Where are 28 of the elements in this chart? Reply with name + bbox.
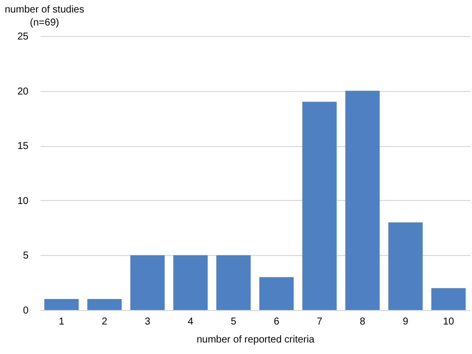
x-tick-label: 6 (274, 316, 280, 328)
x-tick-label: 1 (58, 316, 65, 328)
bar (388, 222, 423, 310)
bar (44, 299, 79, 310)
y-tick-label: 10 (17, 196, 29, 207)
bar (130, 255, 165, 310)
bar (173, 255, 208, 310)
x-tick-label: 9 (402, 316, 409, 328)
y-tick-label: 0 (22, 306, 29, 316)
bar (431, 288, 466, 310)
x-tick-label: 10 (442, 316, 454, 328)
bar (87, 299, 122, 310)
x-tick-label: 7 (316, 316, 323, 328)
x-tick-label: 2 (102, 316, 108, 328)
y-tick-label: 20 (17, 86, 29, 98)
y-tick-label: 5 (22, 250, 29, 262)
y-axis-title: number of studies (n=69) (4, 4, 84, 28)
x-tick-label: 8 (360, 316, 366, 328)
y-tick-label: 25 (17, 32, 29, 42)
bar (345, 90, 380, 310)
bar (216, 255, 251, 310)
x-axis-title: number of reported criteria (196, 334, 315, 346)
bar (259, 277, 294, 310)
x-tick-label: 4 (188, 316, 194, 328)
x-tick-label: 3 (144, 316, 151, 328)
x-tick-label: 5 (230, 316, 237, 328)
bar (302, 102, 337, 310)
y-tick-label: 15 (17, 141, 29, 152)
